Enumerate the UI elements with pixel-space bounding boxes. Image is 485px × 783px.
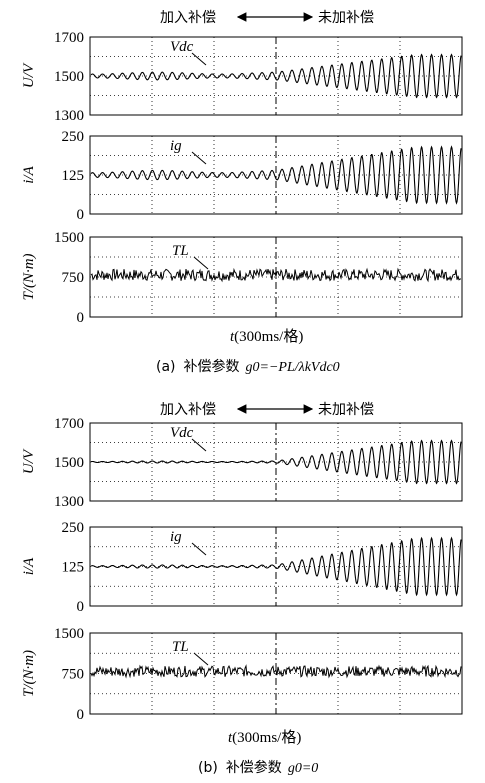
y-axis-label: T/(N·m) [21,650,37,697]
y-tick-label: 1500 [54,230,84,246]
y-tick-label: 0 [77,599,85,615]
x-axis-unit-a: (300ms/格) [234,328,303,345]
caption-b: (b) 补偿参数 g0=0 [198,759,318,776]
series-label-leader [194,257,208,269]
y-tick-label: 1700 [54,416,84,432]
y-tick-label: 1300 [54,494,84,510]
plot-b-ig: 0 125 250 i/A ig [21,520,462,615]
figure-a: 加入补偿 未加补偿 1300 1500 1700 U/V Vdc 0 125 250 i/A i… [21,10,462,375]
annotation-compensation-on: 加入补偿 [160,10,216,26]
plot-a-ig: 0 125 250 i/A ig [21,129,462,223]
caption-b-formula: g0=0 [288,761,318,776]
plot-a-vdc: 1300 1500 1700 U/V Vdc [21,30,462,124]
y-axis-label: U/V [21,448,37,474]
series-label-leader [192,152,206,164]
series-label: TL [172,243,189,259]
y-tick-label: 250 [62,520,85,536]
y-tick-label: 0 [77,207,85,223]
series-label-leader [192,439,206,451]
x-axis-label-b: t(300ms/格) [228,729,301,746]
y-tick-label: 250 [62,129,85,145]
y-axis-label: i/A [21,557,37,575]
series-label: ig [170,138,182,154]
series-label: Vdc [170,425,194,441]
y-tick-label: 125 [62,560,85,576]
y-tick-label: 1300 [54,108,84,124]
y-tick-label: 0 [77,707,85,723]
x-axis-label-a: t(300ms/格) [230,328,303,345]
caption-b-prefix: (b) [198,760,218,776]
caption-a-text: 补偿参数 [184,358,240,375]
y-tick-label: 750 [62,667,85,683]
y-tick-label: 750 [62,270,85,286]
series-label-leader [194,653,208,665]
y-axis-label: i/A [21,165,37,183]
y-tick-label: 0 [77,310,85,326]
plot-a-tl: 0 750 1500 T/(N·m) TL [21,230,462,326]
plot-b-tl: 0 750 1500 T/(N·m) TL [21,626,462,723]
series-label: TL [172,639,189,655]
series-label: ig [170,529,182,545]
x-axis-unit-b: (300ms/格) [232,729,301,746]
y-tick-label: 125 [62,168,85,184]
annotation-compensation-off: 未加补偿 [318,10,374,26]
caption-a-prefix: (a) [156,359,176,375]
caption-a-formula: g0=−PL/λkVdc0 [246,360,340,375]
series-label-leader [192,53,206,65]
series-label-leader [192,543,206,555]
y-tick-label: 1500 [54,626,84,642]
y-axis-label: T/(N·m) [21,253,37,300]
plot-b-vdc: 1300 1500 1700 U/V Vdc [21,416,462,510]
caption-b-text: 补偿参数 [226,759,282,776]
y-tick-label: 1500 [54,455,84,471]
y-tick-label: 1500 [54,69,84,85]
annotation-compensation-on-b: 加入补偿 [160,402,216,418]
series-label: Vdc [170,39,194,55]
y-tick-label: 1700 [54,30,84,46]
annotation-compensation-off-b: 未加补偿 [318,402,374,418]
caption-a: (a) 补偿参数 g0=−PL/λkVdc0 [156,358,340,375]
figure-b: 加入补偿 未加补偿 1300 1500 1700 U/V Vdc 0 125 250 i/A i… [21,402,462,776]
y-axis-label: U/V [21,62,37,88]
